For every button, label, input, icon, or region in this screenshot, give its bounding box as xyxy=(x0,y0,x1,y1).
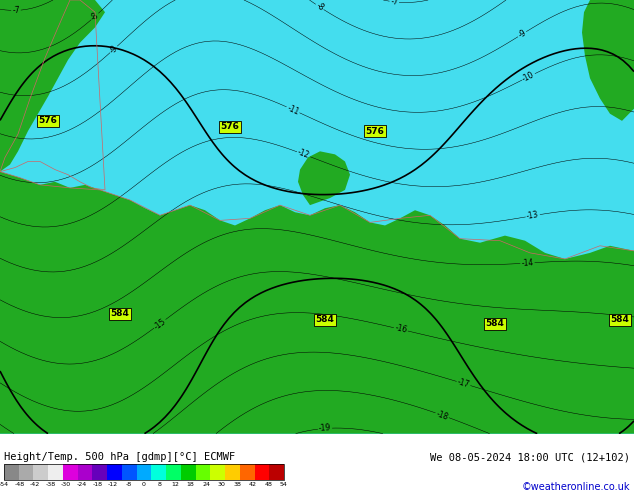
Text: -16: -16 xyxy=(394,323,408,335)
Text: We 08-05-2024 18:00 UTC (12+102): We 08-05-2024 18:00 UTC (12+102) xyxy=(430,452,630,463)
Polygon shape xyxy=(0,172,634,434)
Text: -18: -18 xyxy=(93,482,102,487)
Bar xyxy=(63,465,78,480)
Text: -7: -7 xyxy=(12,6,20,15)
Text: 38: 38 xyxy=(233,482,242,487)
Text: -12: -12 xyxy=(296,148,311,161)
Text: -15: -15 xyxy=(152,317,167,331)
Text: Height/Temp. 500 hPa [gdmp][°C] ECMWF: Height/Temp. 500 hPa [gdmp][°C] ECMWF xyxy=(4,452,235,463)
Bar xyxy=(107,465,122,480)
Text: -10: -10 xyxy=(521,70,536,84)
Text: -14: -14 xyxy=(521,258,534,268)
Text: -8: -8 xyxy=(89,11,101,23)
Text: 584: 584 xyxy=(486,319,505,328)
Bar xyxy=(93,465,107,480)
Text: -18: -18 xyxy=(435,409,450,421)
Bar xyxy=(181,465,195,480)
Text: -9: -9 xyxy=(108,44,120,55)
Bar xyxy=(195,465,210,480)
Text: 576: 576 xyxy=(39,116,58,125)
Text: -17: -17 xyxy=(456,377,470,390)
Text: 8: 8 xyxy=(158,482,162,487)
Text: -13: -13 xyxy=(526,210,540,221)
Bar xyxy=(225,465,240,480)
Text: 48: 48 xyxy=(264,482,273,487)
Text: 42: 42 xyxy=(249,482,257,487)
Bar xyxy=(19,465,34,480)
Text: 24: 24 xyxy=(202,482,210,487)
Text: -9: -9 xyxy=(517,28,527,40)
Bar xyxy=(152,465,166,480)
Bar xyxy=(48,465,63,480)
Text: -11: -11 xyxy=(285,103,301,117)
Text: 54: 54 xyxy=(280,482,288,487)
Text: 18: 18 xyxy=(187,482,195,487)
Bar xyxy=(240,465,254,480)
Text: -12: -12 xyxy=(108,482,118,487)
Text: -54: -54 xyxy=(0,482,9,487)
Polygon shape xyxy=(0,0,105,172)
Bar xyxy=(122,465,137,480)
Text: -38: -38 xyxy=(46,482,56,487)
Text: 12: 12 xyxy=(171,482,179,487)
Text: -7: -7 xyxy=(390,0,399,7)
Bar xyxy=(254,465,269,480)
Bar xyxy=(269,465,284,480)
Bar xyxy=(4,465,19,480)
Bar xyxy=(166,465,181,480)
Text: -30: -30 xyxy=(61,482,71,487)
Text: 584: 584 xyxy=(316,316,335,324)
Bar xyxy=(210,465,225,480)
Text: -8: -8 xyxy=(126,482,131,487)
Bar xyxy=(4,465,284,480)
Text: -48: -48 xyxy=(15,482,25,487)
Text: 30: 30 xyxy=(218,482,226,487)
Bar xyxy=(137,465,152,480)
Text: 584: 584 xyxy=(110,309,129,318)
Text: -19: -19 xyxy=(318,423,332,433)
Polygon shape xyxy=(582,0,634,121)
Text: 576: 576 xyxy=(366,126,384,136)
Bar xyxy=(34,465,48,480)
Text: 584: 584 xyxy=(611,316,630,324)
Text: 0: 0 xyxy=(142,482,146,487)
Text: -24: -24 xyxy=(77,482,87,487)
Text: 576: 576 xyxy=(221,122,240,131)
Text: -42: -42 xyxy=(30,482,40,487)
Text: ©weatheronline.co.uk: ©weatheronline.co.uk xyxy=(522,482,630,490)
Polygon shape xyxy=(298,151,350,205)
Text: -8: -8 xyxy=(314,1,325,13)
Bar xyxy=(78,465,93,480)
